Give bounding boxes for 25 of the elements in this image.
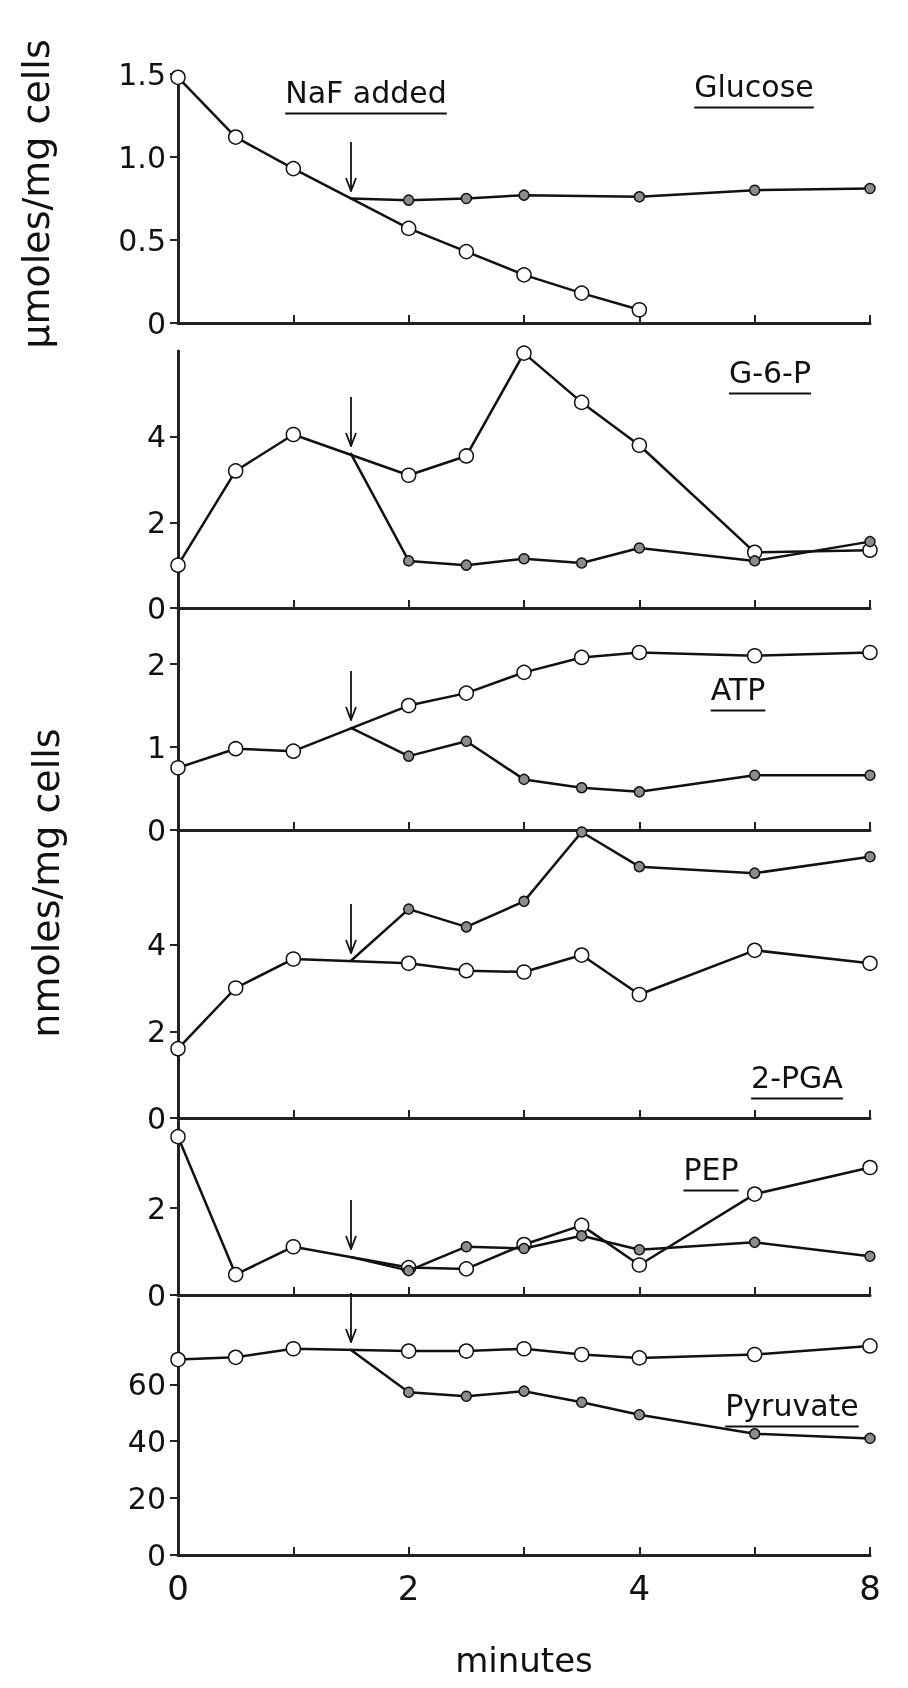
y-tick-label: 40	[127, 1423, 166, 1459]
y-tick-label: 0	[146, 812, 166, 848]
y-tick-label: 1.5	[118, 56, 166, 92]
y-axis-title: nmoles/mg cells	[24, 728, 68, 1038]
y-tick-label: 2	[146, 646, 166, 682]
x-tick-label: 4	[628, 1568, 651, 1608]
x-axis-title: minutes	[455, 1640, 593, 1680]
y-tick-label: 0	[146, 1100, 166, 1136]
y-tick-label: 2	[146, 1013, 166, 1049]
x-tick-label: 8	[859, 1568, 881, 1608]
y-tick-label: 0.5	[118, 222, 166, 258]
y-axis-title: µmoles/mg cells	[14, 39, 58, 349]
y-tick-label: 0	[146, 1277, 166, 1313]
y-tick-label: 0	[146, 305, 166, 341]
y-tick-label: 4	[146, 419, 166, 455]
y-tick-label: 0	[146, 590, 166, 626]
y-tick-label: 1.0	[118, 139, 166, 175]
y-tick-label: 0	[146, 1537, 166, 1573]
x-tick-label: 2	[397, 1568, 420, 1608]
y-tick-label: 1	[146, 729, 166, 765]
y-tick-label: 20	[127, 1480, 166, 1516]
y-tick-label: 60	[127, 1366, 166, 1402]
y-tick-label: 2	[146, 1190, 166, 1226]
y-tick-label: 2	[146, 504, 166, 540]
y-tick-label: 4	[146, 927, 166, 963]
